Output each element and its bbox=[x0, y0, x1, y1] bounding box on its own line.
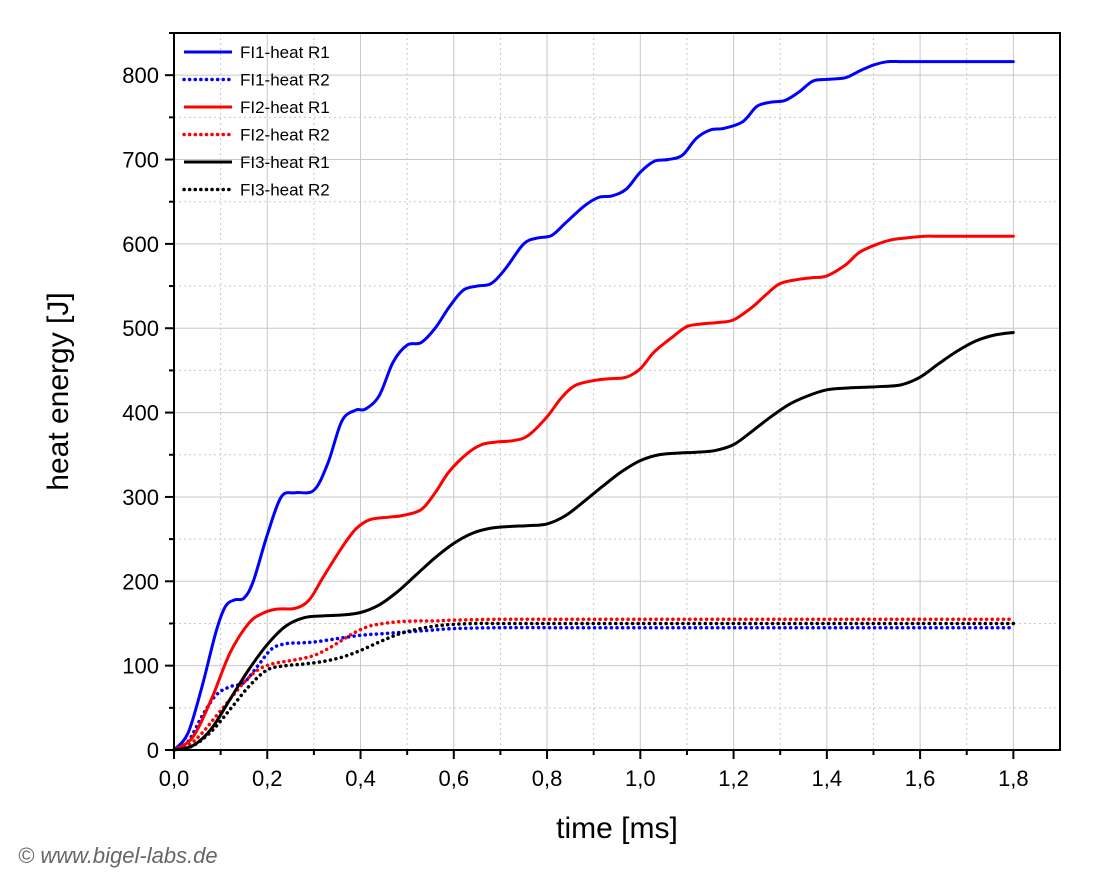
x-tick-label: 1,8 bbox=[998, 766, 1029, 791]
legend-label-5: FI3-heat R1 bbox=[240, 153, 330, 172]
series-line-6 bbox=[172, 621, 1016, 752]
series-line-2 bbox=[172, 625, 1016, 752]
x-tick-label: 1,0 bbox=[625, 766, 656, 791]
y-tick-label: 400 bbox=[122, 401, 159, 426]
legend-label-3: FI2-heat R1 bbox=[240, 98, 330, 117]
y-tick-label: 0 bbox=[147, 738, 159, 763]
x-tick-label: 1,4 bbox=[812, 766, 843, 791]
plot-frame bbox=[173, 32, 1061, 751]
x-tick-label: 0,0 bbox=[159, 766, 190, 791]
series-line-1 bbox=[172, 59, 1015, 752]
x-tick-label: 0,2 bbox=[252, 766, 283, 791]
x-tick-label: 1,2 bbox=[718, 766, 749, 791]
x-tick-label: 0,8 bbox=[532, 766, 563, 791]
x-tick-label: 0,6 bbox=[438, 766, 469, 791]
x-tick-label: 0,4 bbox=[345, 766, 376, 791]
series-line-5 bbox=[172, 330, 1015, 752]
legend-label-2: FI1-heat R2 bbox=[240, 71, 330, 90]
y-tick-label: 100 bbox=[122, 654, 159, 679]
legend-label-4: FI2-heat R2 bbox=[240, 126, 330, 145]
series-group bbox=[172, 59, 1016, 752]
y-tick-label: 700 bbox=[122, 148, 159, 173]
copyright-text: © www.bigel-labs.de bbox=[18, 843, 218, 868]
y-tick-label: 800 bbox=[122, 63, 159, 88]
ticks: 0,0 0,2 0,4 0,6 0,8 1,0 1,2 1,4 1,6 1,8 0 100 200 300… bbox=[122, 32, 1029, 791]
y-tick-label: 200 bbox=[122, 569, 159, 594]
legend-label-1: FI1-heat R1 bbox=[240, 43, 330, 62]
x-axis-title: time [ms] bbox=[556, 812, 678, 845]
y-tick-label: 500 bbox=[122, 316, 159, 341]
y-axis-title: heat energy [J] bbox=[42, 292, 75, 490]
legend-label-6: FI3-heat R2 bbox=[240, 181, 330, 200]
y-tick-label: 600 bbox=[122, 232, 159, 257]
legend: FI1-heat R1 FI1-heat R2 FI2-heat R1 FI2-hea… bbox=[182, 43, 330, 200]
x-tick-label: 1,6 bbox=[905, 766, 936, 791]
series-line-3 bbox=[172, 234, 1015, 752]
y-tick-label: 300 bbox=[122, 485, 159, 510]
